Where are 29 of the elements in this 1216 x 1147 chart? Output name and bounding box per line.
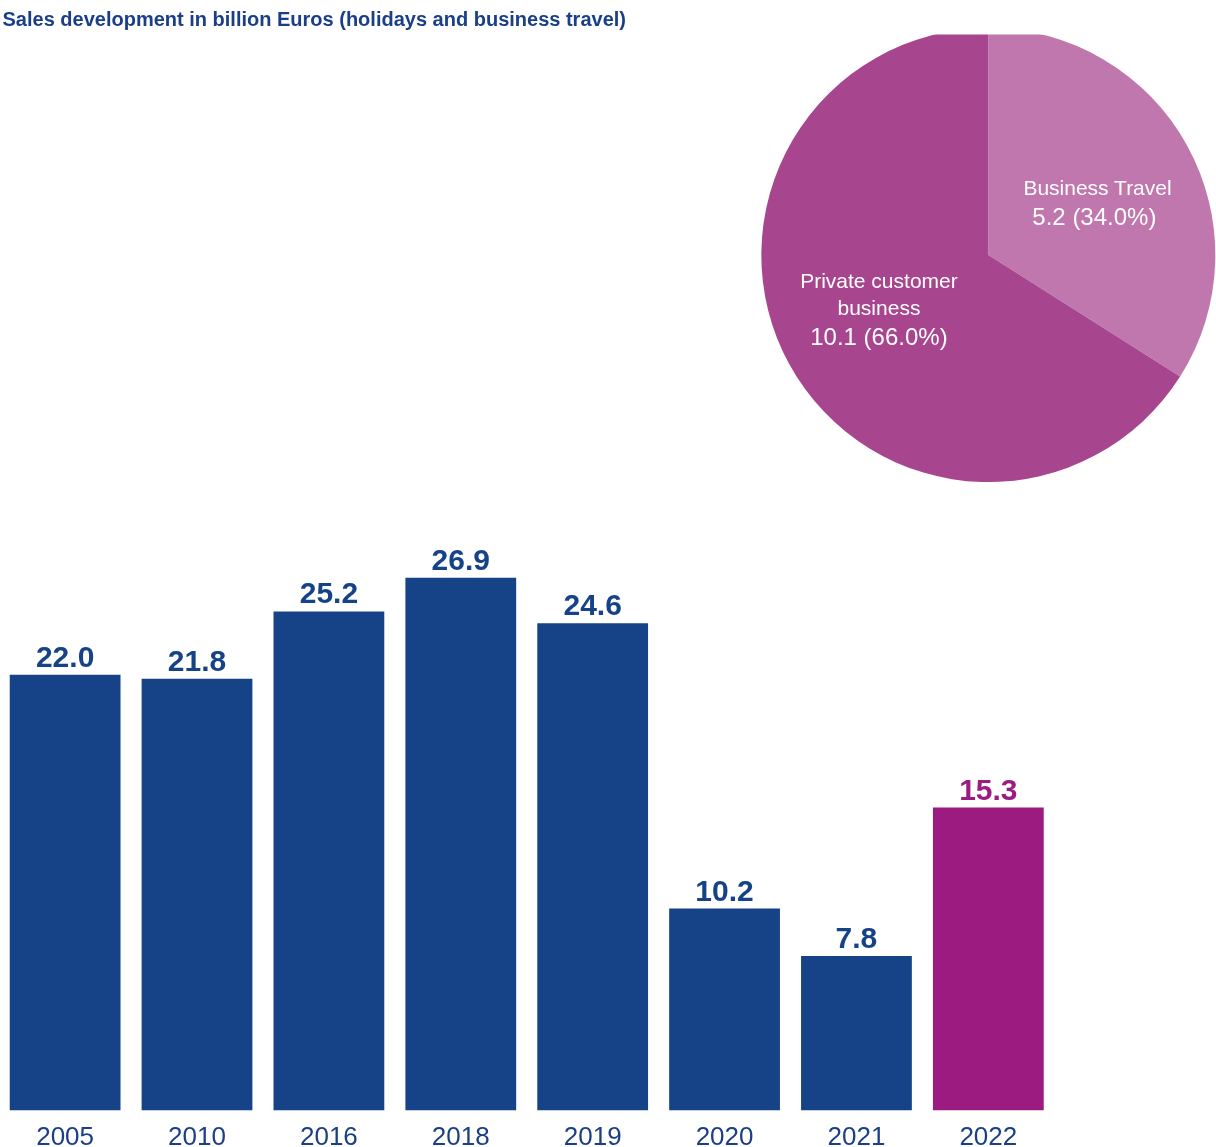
bar — [801, 956, 912, 1111]
x-tick-label: 2021 — [827, 1120, 886, 1147]
slice-label: Business Travel — [1023, 175, 1172, 199]
x-tick-label: 2018 — [431, 1120, 490, 1147]
x-tick-label: 2019 — [563, 1120, 622, 1147]
data-label: 22.0 — [35, 639, 95, 673]
slice-label: Private customer business — [800, 268, 958, 320]
x-tick-label: 2010 — [168, 1120, 226, 1147]
bar — [537, 623, 649, 1111]
bar — [669, 908, 780, 1111]
data-label: 10.2 — [695, 873, 754, 907]
chart-title: Sales development in billion Euros (holidays and business travel) — [2, 7, 626, 30]
x-tick-label: 2005 — [36, 1120, 95, 1147]
data-label: 5.2 (34.0%) — [1032, 202, 1157, 230]
bar — [273, 611, 385, 1111]
x-tick-label: 2022 — [959, 1120, 1018, 1147]
x-tick-label: 2016 — [299, 1120, 358, 1147]
bar — [141, 678, 253, 1111]
bar — [405, 577, 517, 1111]
x-tick-label: 2020 — [695, 1120, 754, 1147]
data-label: 24.6 — [563, 588, 622, 622]
bar — [932, 807, 1044, 1111]
data-label: 15.3 — [959, 772, 1018, 806]
data-label: 21.8 — [167, 643, 227, 677]
data-label: 7.8 — [835, 921, 878, 955]
bar — [9, 674, 121, 1111]
data-label: 10.1 (66.0%) — [810, 323, 948, 351]
data-label: 25.2 — [299, 576, 359, 610]
data-label: 26.9 — [431, 542, 490, 576]
